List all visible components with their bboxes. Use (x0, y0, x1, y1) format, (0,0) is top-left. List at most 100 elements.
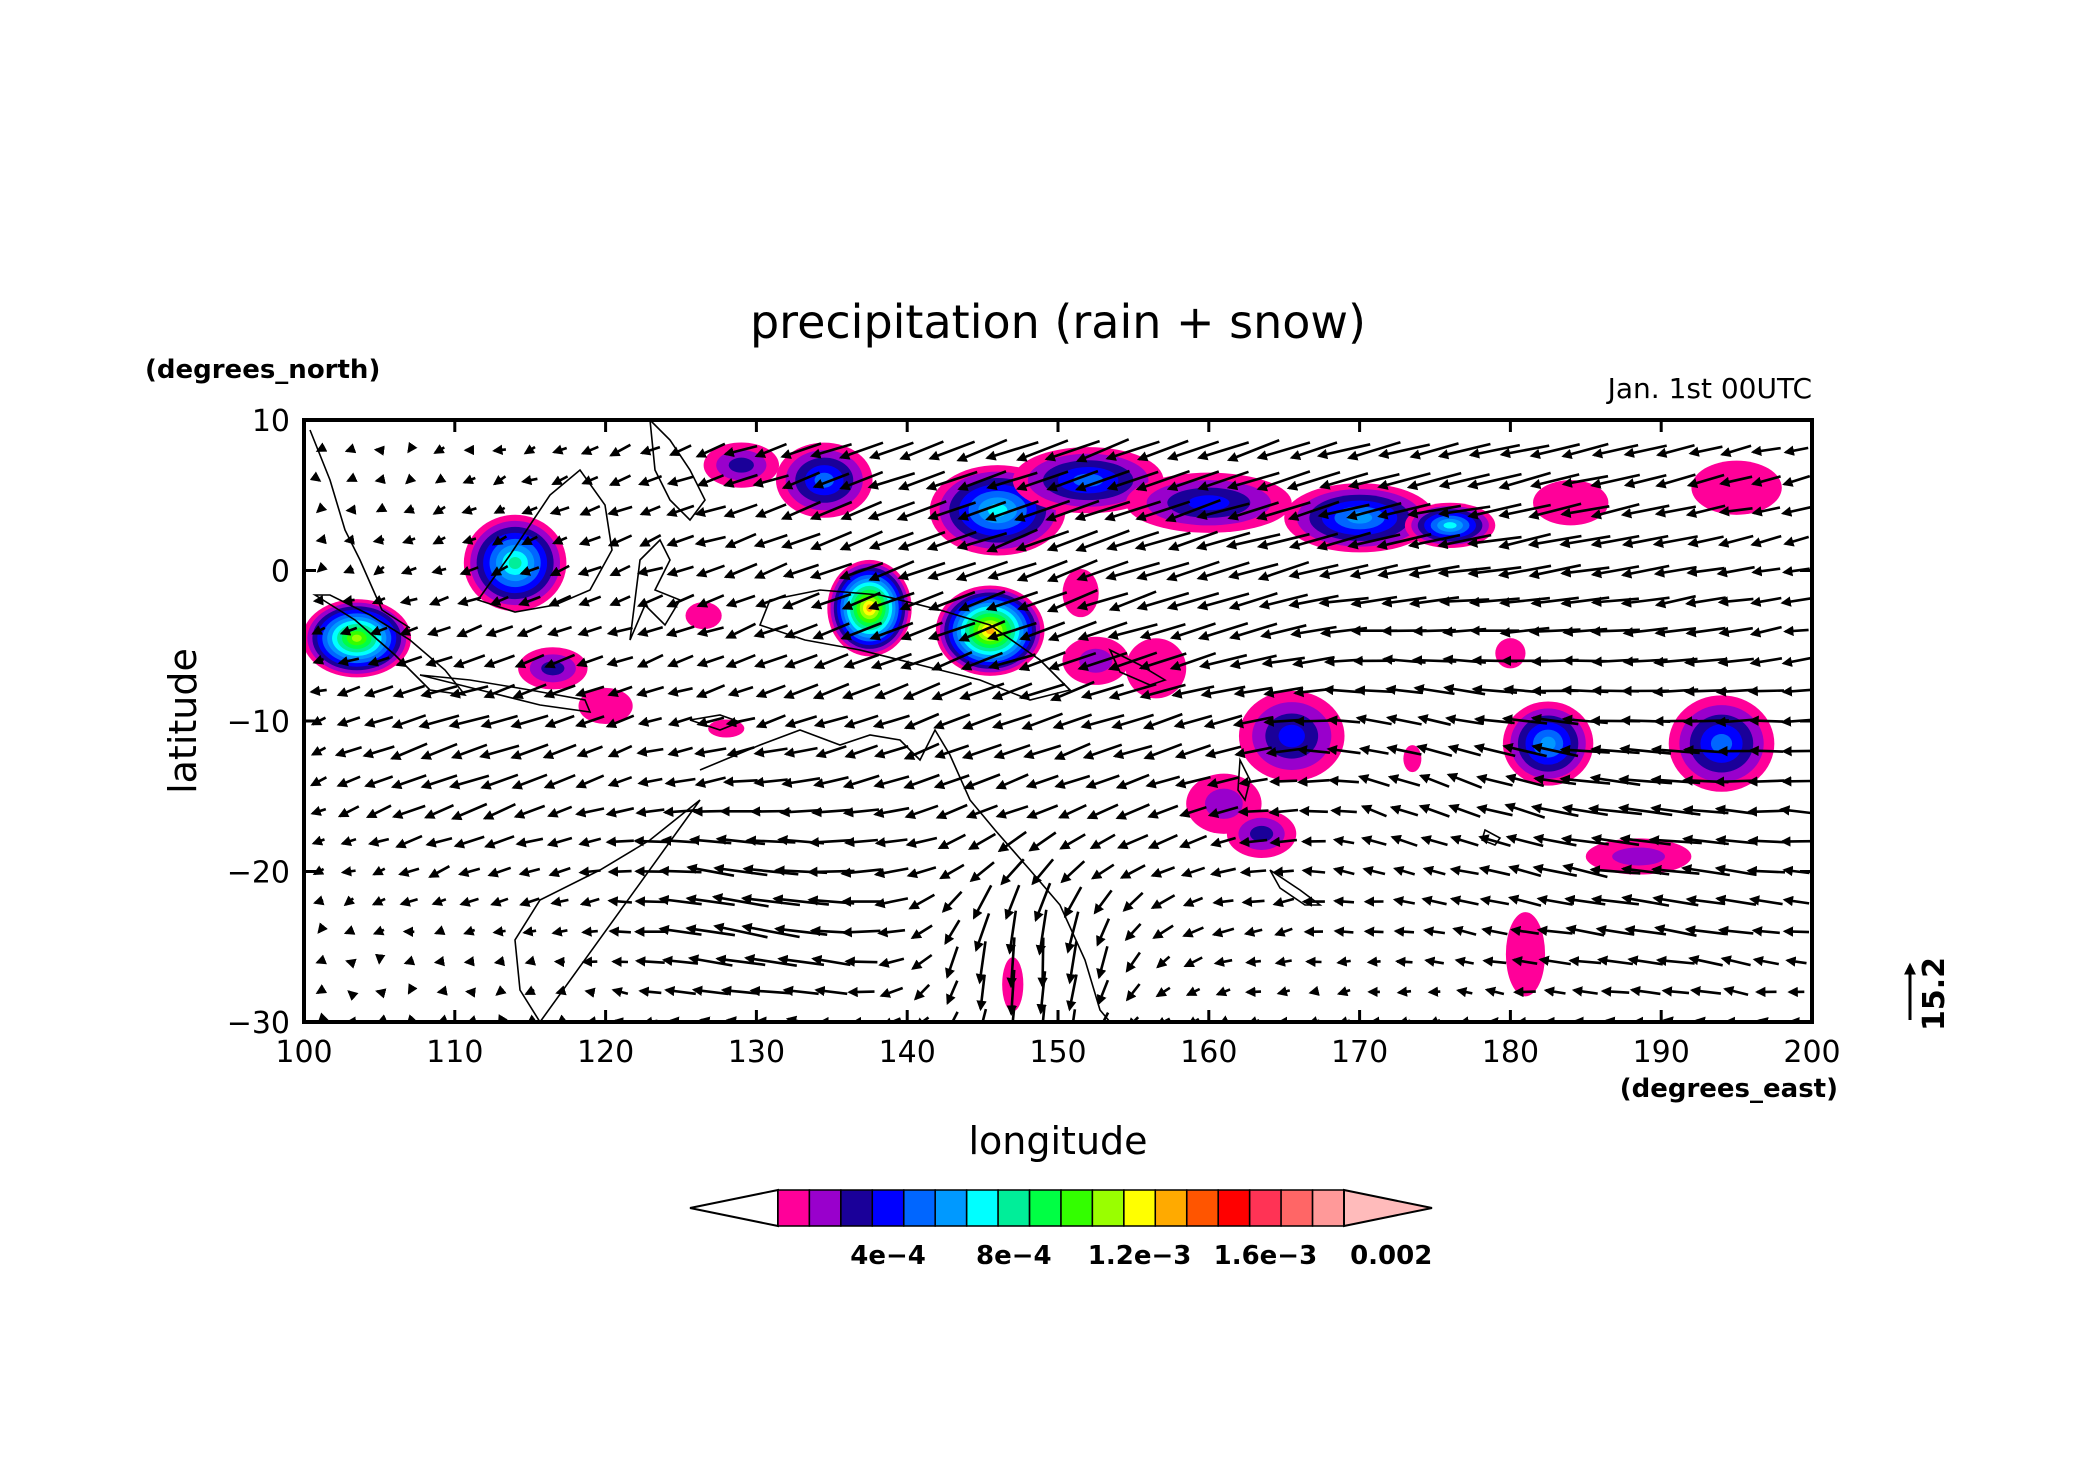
wind-vector (867, 472, 916, 490)
wind-vector (928, 590, 976, 612)
wind-vector (1108, 683, 1157, 701)
wind-vector (1559, 774, 1611, 785)
wind-vector (810, 443, 852, 459)
wind-vector (578, 866, 601, 877)
wind-vector (581, 926, 598, 937)
wind-vector (685, 924, 736, 937)
wind-vector (868, 441, 914, 460)
wind-vector (1226, 471, 1280, 491)
y-axis-label: latitude (161, 648, 205, 794)
y-tick-label: 10 (252, 404, 290, 439)
wind-vector (1481, 925, 1508, 937)
wind-vector (546, 836, 573, 848)
wind-vector (372, 925, 385, 936)
wind-vector (1053, 742, 1091, 760)
wind-vector (403, 504, 416, 514)
wind-vector (669, 444, 692, 457)
wind-vector (1016, 559, 1068, 582)
wind-vector (1203, 714, 1243, 729)
x-tick-label: 150 (1029, 1035, 1086, 1070)
wind-vector (874, 682, 909, 700)
wind-vector (1782, 926, 1810, 937)
wind-vector (1308, 985, 1320, 996)
wind-vector (1505, 833, 1544, 848)
wind-vector (903, 742, 940, 760)
wind-vector (1780, 596, 1812, 607)
wind-vector (1478, 864, 1511, 877)
wind-vector (1393, 926, 1415, 937)
precip-cell-13 (1533, 480, 1609, 526)
wind-vector (874, 744, 909, 759)
wind-vector (1150, 894, 1176, 910)
wind-vector (1058, 804, 1087, 819)
wind-vector (754, 562, 788, 579)
precip-contour-level-0 (1533, 480, 1609, 526)
wind-vector (1687, 535, 1724, 548)
wind-vector (1454, 956, 1474, 967)
wind-vector (1508, 864, 1542, 878)
wind-vector (605, 714, 635, 729)
wind-vector (900, 652, 943, 670)
wind-vector (1396, 986, 1412, 997)
wind-vector (1332, 836, 1355, 847)
wind-vector (511, 773, 548, 790)
coastline-borneo (476, 468, 613, 613)
wind-vector (1389, 804, 1419, 817)
wind-vector (1750, 534, 1782, 548)
wind-vector (372, 865, 386, 876)
wind-vector (371, 594, 386, 605)
wind-vector (1245, 956, 1262, 967)
wind-vector (1136, 561, 1190, 581)
wind-vector (870, 652, 912, 670)
wind-vector (1785, 956, 1807, 967)
wind-vector (1167, 530, 1219, 552)
chart-subtitle: Jan. 1st 00UTC (1606, 372, 1812, 405)
wind-vector (1136, 591, 1190, 611)
wind-vector (874, 837, 908, 848)
wind-vector (1332, 866, 1355, 877)
wind-vector (543, 773, 576, 789)
precip-cell-25 (685, 602, 722, 630)
wind-vector (1420, 835, 1448, 847)
wind-vector (1357, 774, 1390, 788)
wind-vector (1086, 803, 1119, 820)
x-tick-label: 190 (1633, 1035, 1690, 1070)
wind-vector (522, 926, 537, 937)
precip-cell-17 (1125, 638, 1187, 699)
wind-vector (1298, 805, 1328, 817)
precip-cell-2 (518, 647, 588, 690)
wind-vector (784, 715, 818, 729)
wind-vector (1779, 805, 1812, 816)
wind-vector (1316, 531, 1371, 551)
wind-vector (1497, 564, 1552, 579)
wind-vector (1046, 559, 1098, 583)
wind-vector (727, 685, 754, 698)
wind-vector (754, 503, 787, 518)
wind-vector (1688, 445, 1723, 457)
wind-vector (1376, 532, 1432, 550)
colorbar-label: 0.002 (1350, 1241, 1432, 1271)
precip-cell-3 (578, 687, 633, 725)
wind-vector (713, 863, 768, 877)
wind-vector (685, 894, 735, 907)
wind-vector (780, 442, 822, 459)
wind-vector (1179, 805, 1207, 818)
wind-vector (1543, 986, 1566, 997)
wind-vector (606, 626, 633, 637)
wind-vector (841, 927, 881, 938)
wind-vector (1265, 746, 1301, 758)
wind-vector (490, 896, 509, 907)
wind-vector (1688, 954, 1723, 967)
wind-vector (1256, 532, 1310, 550)
wind-vector (946, 980, 959, 1006)
wind-vector (1473, 743, 1516, 758)
wind-vector (944, 919, 961, 945)
precip-cell-20 (1226, 809, 1297, 858)
wind-vector (1018, 682, 1066, 701)
wind-vector (1346, 501, 1402, 521)
wind-vector (1510, 925, 1539, 937)
wind-vector (605, 807, 635, 818)
x-tick-label: 170 (1331, 1035, 1388, 1070)
colorbar-swatch (1217, 1189, 1251, 1227)
wind-vector (1484, 986, 1505, 997)
